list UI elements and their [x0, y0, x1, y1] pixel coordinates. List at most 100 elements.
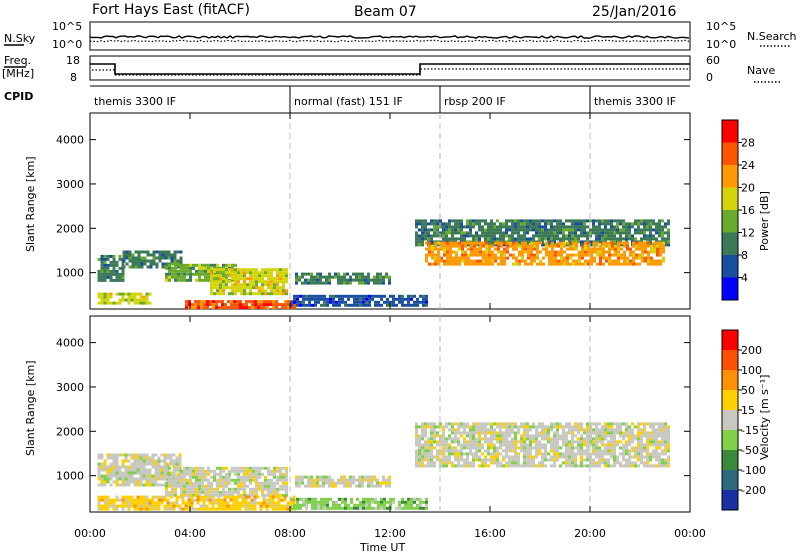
power-cell-r1	[137, 265, 141, 269]
power-cell-r6	[361, 275, 364, 279]
power-cell-r4	[287, 306, 290, 310]
power-cell-r8	[472, 225, 475, 229]
velocity-cell-r1	[180, 487, 183, 491]
velocity-cell-r1	[165, 490, 168, 494]
velocity-cell-r2	[274, 504, 278, 508]
velocity-cell-r5	[496, 431, 499, 435]
velocity-cell-r2	[289, 504, 293, 508]
power-cell-r8	[655, 222, 658, 226]
power-cell-r8	[661, 231, 664, 235]
velocity-cell-r5	[604, 452, 607, 456]
power-cell-r8	[541, 243, 544, 247]
velocity-cell-r0	[115, 468, 119, 472]
power-cell-r1	[173, 253, 177, 257]
velocity-cell-r5	[571, 428, 574, 432]
velocity-cell-r5	[661, 458, 664, 462]
power-cell-r8	[508, 228, 511, 232]
velocity-cell-r1	[237, 481, 240, 485]
velocity-cell-r1	[171, 490, 174, 494]
power-cell-r9	[446, 262, 449, 266]
power-cell-r4	[251, 306, 254, 310]
velocity-cell-r4	[377, 506, 380, 510]
velocity-cell-r4	[410, 497, 413, 501]
power-cell-r5	[100, 298, 104, 302]
velocity-cell-r5	[616, 443, 619, 447]
colorbar-swatch	[722, 165, 738, 188]
power-cell-r8	[484, 237, 487, 241]
power-cell-r8	[610, 228, 613, 232]
power-cell-r7	[407, 300, 410, 304]
velocity-cell-r1	[276, 487, 279, 491]
power-cell-r3	[210, 283, 213, 287]
velocity-cell-r3	[319, 475, 322, 479]
velocity-cell-r5	[550, 425, 553, 429]
velocity-cell-r5	[589, 443, 592, 447]
power-cell-r9	[608, 250, 611, 254]
power-cell-r7	[350, 294, 353, 298]
power-cell-r3	[231, 286, 234, 290]
velocity-cell-r0	[97, 465, 101, 469]
power-cell-r8	[601, 228, 604, 232]
colorbar-tick-label: 4	[741, 272, 748, 285]
power-cell-r6	[310, 275, 313, 279]
velocity-cell-r4	[347, 503, 350, 507]
velocity-cell-r0	[178, 462, 182, 466]
velocity-cell-r2	[169, 504, 173, 508]
velocity-cell-r5	[628, 461, 631, 465]
power-cell-r1	[152, 256, 156, 260]
velocity-cell-r0	[148, 468, 152, 472]
velocity-cell-r5	[619, 434, 622, 438]
velocity-cell-r5	[607, 461, 610, 465]
power-cell-r9	[626, 262, 629, 266]
velocity-cell-r2	[265, 498, 269, 502]
noise-tick-top-left: 10^5	[52, 20, 82, 33]
power-cell-r9	[623, 244, 626, 248]
power-cell-r8	[667, 219, 670, 223]
velocity-cell-r0	[142, 462, 146, 466]
velocity-cell-r5	[529, 458, 532, 462]
power-cell-r8	[484, 222, 487, 226]
power-cell-r0	[115, 260, 119, 264]
velocity-cell-r2	[112, 498, 116, 502]
power-cell-r9	[659, 250, 662, 254]
velocity-cell-r5	[487, 449, 490, 453]
power-cell-r2	[180, 275, 183, 279]
power-cell-r8	[598, 234, 601, 238]
velocity-cell-r1	[204, 490, 207, 494]
power-cell-r9	[596, 262, 599, 266]
velocity-cell-r5	[577, 443, 580, 447]
velocity-cell-r5	[493, 437, 496, 441]
power-cell-r9	[644, 241, 647, 245]
velocity-cell-r5	[577, 422, 580, 426]
velocity-cell-r5	[514, 449, 517, 453]
power-cell-r1	[125, 262, 129, 266]
power-cell-r4	[224, 306, 227, 310]
velocity-cell-r4	[371, 506, 374, 510]
power-cell-r4	[185, 306, 188, 310]
y-tick-label: 1000	[56, 267, 84, 280]
velocity-cell-r5	[445, 446, 448, 450]
power-cell-r8	[454, 228, 457, 232]
velocity-cell-r1	[195, 493, 198, 497]
velocity-cell-r5	[631, 428, 634, 432]
power-cell-r2	[189, 266, 192, 270]
velocity-cell-r4	[383, 503, 386, 507]
velocity-cell-r5	[499, 461, 502, 465]
power-cell-r2	[165, 275, 168, 279]
velocity-cell-r2	[175, 495, 179, 499]
velocity-cell-r2	[268, 498, 272, 502]
velocity-cell-r2	[154, 495, 158, 499]
power-cell-r3	[234, 286, 237, 290]
power-cell-r8	[487, 231, 490, 235]
power-cell-r9	[605, 250, 608, 254]
power-cell-r1	[146, 265, 150, 269]
velocity-cell-r2	[283, 495, 287, 499]
power-cell-r8	[439, 219, 442, 223]
power-cell-r0	[106, 269, 110, 273]
power-cell-r7	[395, 297, 398, 301]
velocity-cell-r5	[493, 449, 496, 453]
power-cell-r9	[485, 253, 488, 257]
velocity-cell-r5	[646, 422, 649, 426]
power-cell-r9	[512, 262, 515, 266]
power-cell-r7	[308, 300, 311, 304]
